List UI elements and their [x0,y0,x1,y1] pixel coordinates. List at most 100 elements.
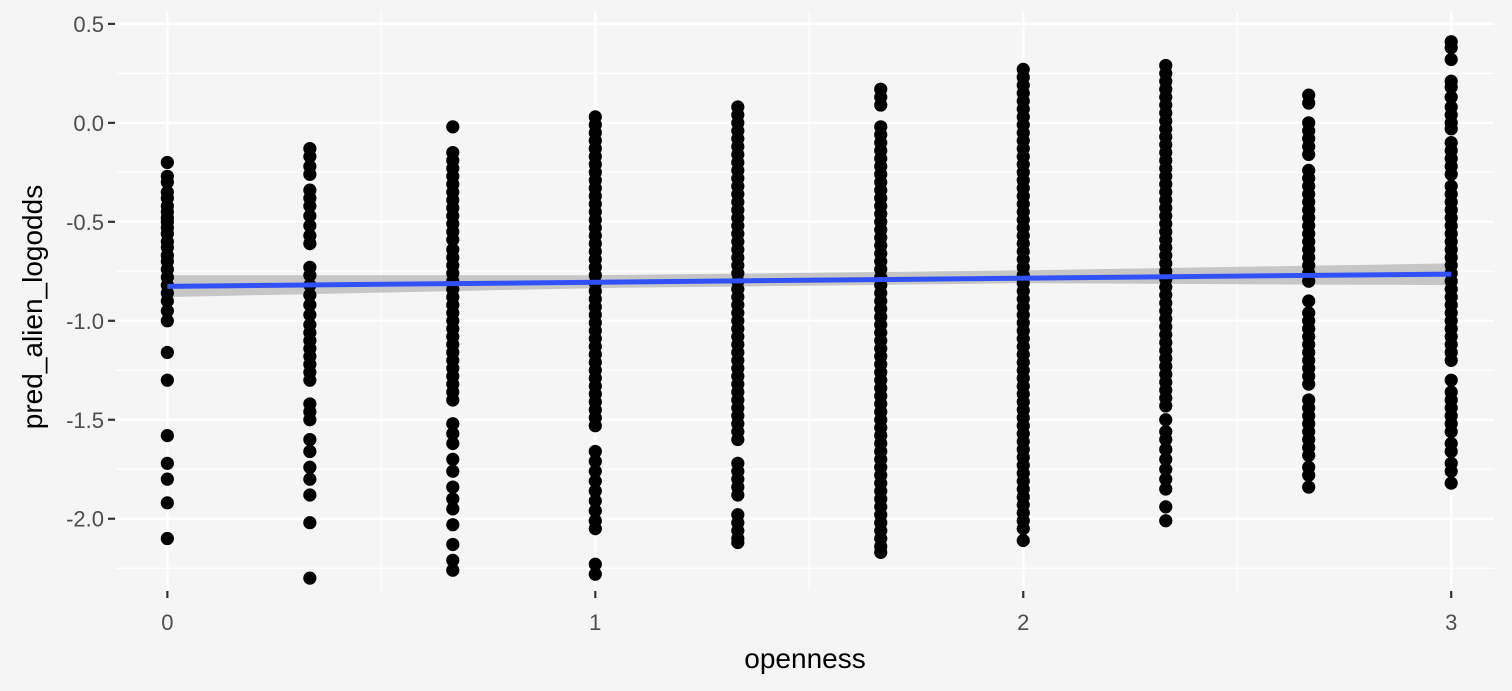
data-point [1444,444,1458,459]
data-point [446,452,460,466]
data-point [1444,122,1458,136]
data-point [160,175,174,189]
data-point [1159,442,1173,457]
data-point [160,345,174,360]
data-point [588,444,602,459]
data-point [588,464,602,478]
data-point [303,432,317,447]
data-point [1159,413,1173,427]
data-point [1444,464,1458,478]
data-point [303,516,317,530]
data-point [446,393,460,407]
data-point [160,373,174,387]
data-point [1302,96,1316,110]
data-point [446,464,460,478]
data-point [1159,482,1173,496]
data-point [446,502,460,516]
data-point [1444,425,1458,439]
data-point [731,488,745,502]
x-tick-label: 1 [589,610,601,635]
data-point [446,417,460,431]
regression-line [167,271,1452,289]
data-point [303,444,317,459]
x-axis: 0 1 2 3 [161,591,1457,635]
data-point [1444,80,1458,94]
data-point [1302,294,1316,308]
data-point [1444,476,1458,490]
data-point [1159,472,1173,486]
data-point [303,268,317,282]
data-point [160,496,174,510]
data-point [1302,468,1316,482]
data-point [303,167,317,181]
y-tick-label: -0.5 [66,210,104,235]
data-point [160,429,174,443]
data-point [303,413,317,427]
data-point [1159,514,1173,528]
data-point [1302,448,1316,462]
x-tick-label: 2 [1017,610,1029,635]
y-tick-label: 0.5 [73,12,104,37]
y-tick-label: -1.0 [66,309,104,334]
data-point [1016,522,1030,536]
y-axis: -2.0 -1.5 -1.0 -0.5 0.0 0.5 [66,12,115,532]
data-point [1444,353,1458,367]
data-point [731,432,745,447]
data-point [446,480,460,494]
y-tick-label: -2.0 [66,507,104,532]
data-point [303,298,317,312]
data-point [1159,399,1173,413]
data-point [1444,90,1458,104]
data-point [446,563,460,577]
data-point [303,288,317,302]
data-point [588,474,602,488]
x-axis-title: openness [744,643,865,674]
data-point [446,553,460,567]
data-point [446,427,460,441]
x-tick-label: 3 [1445,610,1457,635]
data-point [588,454,602,468]
data-point [1159,462,1173,476]
data-point [588,494,602,508]
data-point [1444,167,1458,181]
data-point [588,504,602,518]
data-point [303,460,317,474]
data-point [160,294,174,308]
data-point [303,149,317,164]
data-point [303,219,317,233]
data-point [446,233,460,247]
data-point [1444,52,1458,67]
data-point [1302,147,1316,162]
data-point [874,545,888,559]
data-point [160,314,174,328]
data-point [588,567,602,581]
data-point [1444,41,1458,55]
y-axis-title: pred_alien_logodds [17,185,48,429]
data-point [1159,432,1173,447]
data-point [874,98,888,112]
data-point [160,472,174,486]
data-point [303,373,317,387]
data-point [1302,377,1316,391]
data-point [446,120,460,134]
data-point [303,472,317,486]
data-point [1444,373,1458,387]
data-point [303,571,317,585]
data-point [160,531,174,546]
data-point [303,199,317,213]
data-point [588,557,602,571]
data-point [446,537,460,552]
data-point [1159,500,1173,514]
fit-line [167,271,1452,289]
data-point [160,304,174,318]
data-point [446,436,460,451]
y-tick-label: -1.5 [66,408,104,433]
x-tick-label: 0 [161,610,173,635]
data-point [303,209,317,223]
data-point [1016,533,1030,548]
data-point [160,456,174,470]
y-tick-label: 0.0 [73,111,104,136]
data-point [446,492,460,506]
